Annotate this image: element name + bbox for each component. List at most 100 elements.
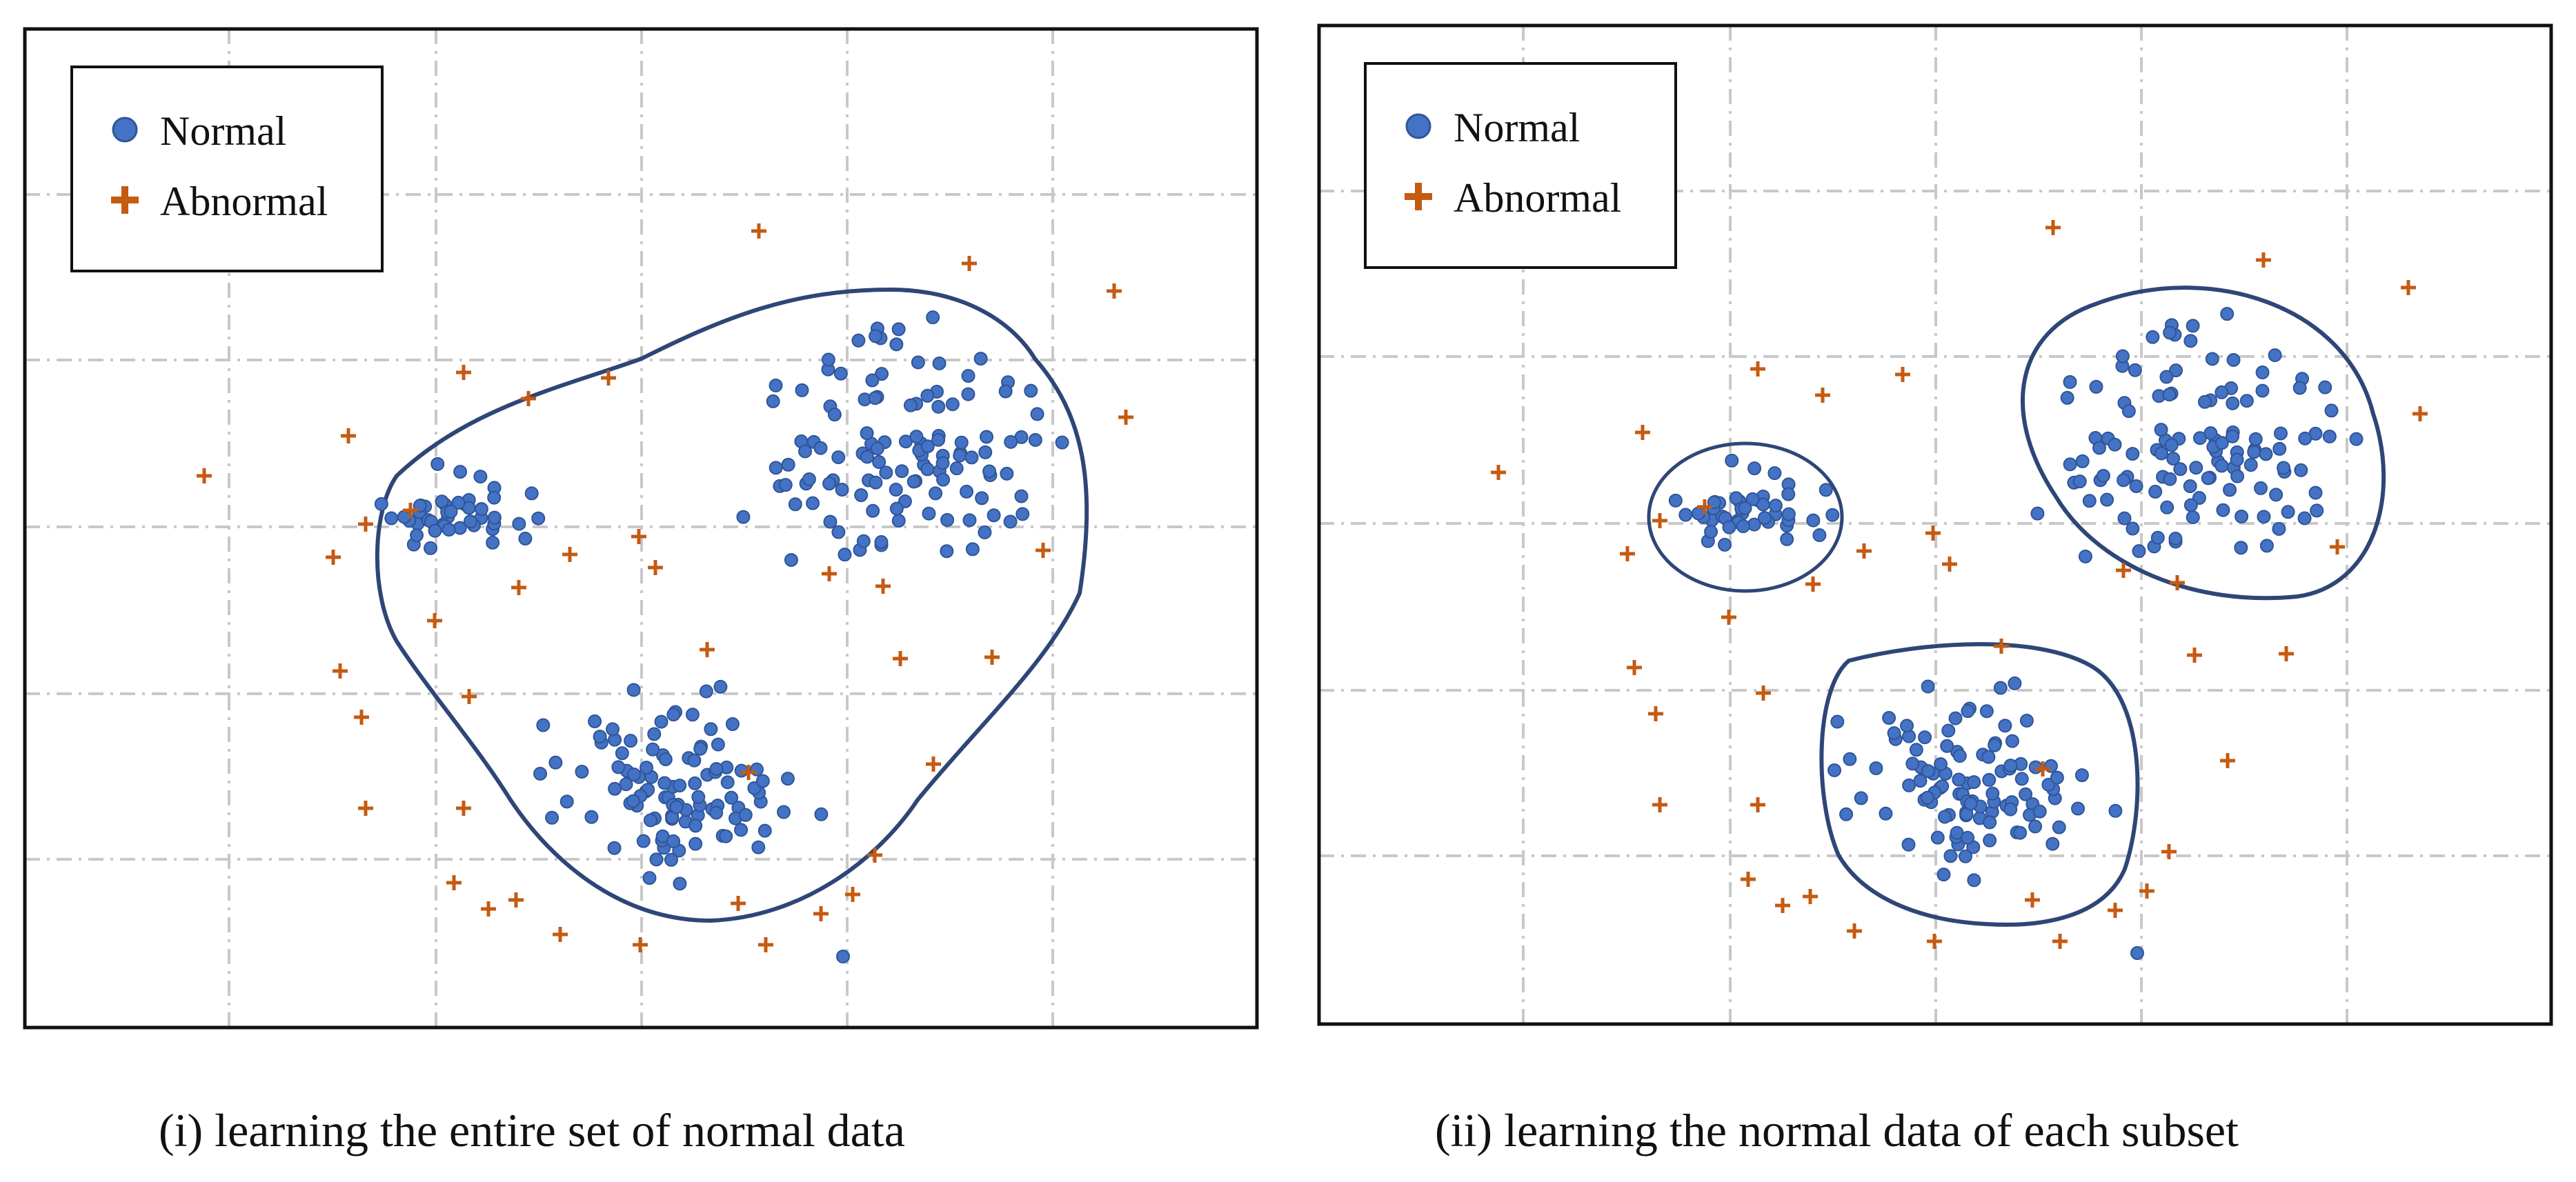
- abnormal-point: [700, 642, 715, 657]
- normal-point: [920, 388, 935, 403]
- normal-point: [987, 508, 1001, 523]
- normal-point: [872, 454, 886, 469]
- normal-point: [954, 435, 969, 450]
- normal-point: [2146, 330, 2160, 344]
- normal-point: [2274, 426, 2288, 441]
- normal-point: [1678, 508, 1693, 522]
- normal-point: [780, 772, 795, 786]
- normal-point: [658, 752, 673, 767]
- normal-point: [531, 511, 546, 525]
- plot-frame: [23, 27, 1259, 1030]
- normal-point: [833, 366, 848, 381]
- normal-point: [2281, 505, 2295, 519]
- normal-point: [1000, 466, 1014, 481]
- abnormal-point: [633, 937, 648, 952]
- abnormal-point: [197, 468, 212, 483]
- normal-point: [879, 465, 893, 480]
- normal-point: [2032, 804, 2047, 819]
- normal-point: [725, 717, 740, 731]
- normal-point: [2162, 388, 2177, 402]
- normal-point: [673, 877, 687, 891]
- normal-point: [1722, 520, 1736, 534]
- normal-point: [410, 528, 424, 543]
- normal-point: [2108, 803, 2123, 818]
- abnormal-point: [1925, 525, 1941, 541]
- normal-point: [856, 534, 871, 548]
- normal-point: [463, 514, 477, 529]
- normal-point: [738, 808, 753, 822]
- normal-point: [1967, 775, 1981, 790]
- normal-point: [936, 472, 951, 487]
- normal-point: [606, 722, 620, 737]
- normal-point: [945, 397, 960, 412]
- normal-point: [2128, 363, 2142, 377]
- normal-point: [835, 483, 849, 497]
- normal-point: [2132, 544, 2146, 559]
- normal-point: [802, 472, 816, 486]
- normal-point: [1948, 711, 1963, 725]
- normal-point: [1918, 730, 1932, 745]
- normal-point: [821, 352, 835, 367]
- normal-point: [889, 483, 903, 497]
- normal-point: [889, 501, 904, 516]
- normal-point: [1691, 506, 1705, 521]
- normal-point: [704, 722, 718, 737]
- normal-point: [2163, 472, 2177, 486]
- abnormal-point: [2139, 883, 2154, 899]
- normal-point: [922, 506, 936, 521]
- normal-point: [693, 741, 708, 756]
- normal-point: [666, 708, 681, 722]
- abnormal-point: [1856, 543, 1872, 559]
- normal-point: [2126, 447, 2140, 461]
- normal-point: [2298, 431, 2312, 445]
- normal-point: [2089, 379, 2103, 394]
- normal-point: [636, 834, 651, 848]
- normal-point: [487, 490, 502, 505]
- normal-point: [1983, 815, 1997, 830]
- normal-point: [2183, 479, 2197, 494]
- legend-abnormal-label: Abnormal: [1454, 175, 1621, 221]
- normal-point: [685, 708, 700, 722]
- normal-point: [1936, 868, 1951, 882]
- abnormal-point: [354, 710, 369, 725]
- normal-point: [1757, 511, 1772, 525]
- normal-point: [982, 464, 997, 479]
- normal-point: [487, 510, 502, 525]
- panel-each-subset: Normal Abnormal: [1317, 23, 2553, 1026]
- normal-point: [1830, 714, 1845, 729]
- abnormal-point: [553, 927, 568, 942]
- normal-point: [649, 852, 664, 867]
- normal-point: [2163, 325, 2177, 340]
- normal-point: [2239, 394, 2254, 408]
- boundary-subset-large: [2021, 286, 2386, 601]
- normal-point: [895, 464, 909, 479]
- abnormal-point: [1648, 706, 1663, 721]
- normal-point: [646, 742, 660, 757]
- normal-point: [1879, 806, 1893, 821]
- legend-abnormal-marker: [111, 186, 139, 214]
- normal-point: [1781, 507, 1796, 521]
- normal-point: [962, 513, 977, 528]
- normal-point: [2050, 770, 2064, 785]
- normal-point: [2215, 385, 2229, 399]
- decision-boundary: [375, 287, 1089, 923]
- normal-point: [940, 513, 955, 528]
- normal-point: [626, 683, 641, 697]
- normal-point: [1747, 461, 1762, 476]
- normal-point: [2203, 426, 2218, 441]
- normal-point: [2183, 498, 2198, 512]
- normal-point: [1055, 435, 1069, 450]
- abnormal-point: [1635, 425, 1650, 440]
- normal-point: [1704, 525, 1718, 539]
- normal-point: [687, 753, 702, 768]
- normal-point: [2096, 468, 2110, 483]
- normal-point: [865, 373, 880, 388]
- normal-point: [2148, 485, 2163, 499]
- normal-point: [2255, 365, 2270, 380]
- normal-point: [2248, 432, 2263, 446]
- normal-point: [2159, 370, 2174, 384]
- normal-point: [906, 474, 921, 489]
- normal-point: [2294, 463, 2308, 477]
- normal-point: [935, 456, 950, 470]
- normal-point: [836, 950, 850, 963]
